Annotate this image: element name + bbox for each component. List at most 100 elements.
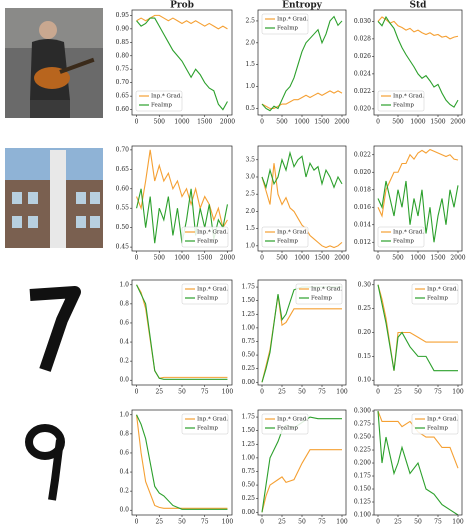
x-tick-label: 0 [135, 519, 139, 526]
x-tick-label: 1000 [294, 255, 309, 262]
x-tick-label: 100 [222, 519, 234, 526]
y-tick-label: 0.2 [119, 488, 129, 495]
legend-label: Inp.* Grad. [197, 417, 228, 423]
y-tick-label: 0.75 [242, 468, 256, 475]
x-tick-label: 2000 [334, 119, 349, 126]
legend-label: Inp.* Grad. [393, 230, 424, 236]
y-tick-label: 1.0 [119, 281, 129, 288]
line-series [377, 410, 459, 469]
line-series [136, 149, 228, 230]
x-tick-label: 100 [336, 519, 348, 526]
x-tick-label: 2000 [220, 255, 235, 262]
y-tick-label: 0.020 [354, 105, 371, 112]
x-tick-label: 100 [336, 389, 348, 396]
x-tick-label: 0 [135, 389, 139, 396]
axes-frame [131, 9, 233, 116]
x-tick-label: 500 [392, 119, 404, 126]
y-tick-label: 0.60 [116, 106, 130, 113]
digit-seven [5, 280, 100, 385]
y-tick-label: 0.55 [116, 205, 130, 212]
line-series [377, 180, 459, 243]
y-tick-label: 0.8 [119, 430, 129, 437]
x-tick-label: 1000 [174, 255, 189, 262]
y-tick-label: 0.50 [242, 352, 256, 359]
x-tick-label: 2000 [450, 119, 465, 126]
line-series [377, 284, 458, 371]
plot-area [377, 284, 458, 372]
line-series [261, 150, 343, 190]
line-series [136, 284, 228, 379]
line-series [377, 16, 459, 40]
x-tick-label: 2000 [450, 255, 465, 262]
y-tick-label: 1.75 [242, 284, 256, 291]
legend-label: Inp.* Grad. [427, 417, 458, 423]
y-tick-label: 0.60 [116, 185, 130, 192]
y-tick-label: 1.0 [245, 83, 255, 90]
x-tick-label: 25 [394, 389, 402, 396]
axes-frame [373, 145, 463, 252]
y-tick-label: 0.75 [242, 338, 256, 345]
y-tick-label: 2.0 [245, 39, 255, 46]
y-tick-label: 0.0 [119, 377, 129, 384]
x-tick-label: 25 [278, 519, 286, 526]
line-series [136, 17, 228, 111]
y-tick-label: 0.0 [119, 507, 129, 514]
y-tick-label: 0.5 [245, 105, 255, 112]
line-series [136, 14, 228, 30]
y-tick-label: 0.25 [358, 305, 372, 312]
x-tick-label: 50 [414, 519, 422, 526]
y-tick-label: 1.50 [242, 427, 256, 434]
y-tick-label: 0.016 [354, 204, 371, 211]
y-tick-label: 0.200 [354, 460, 371, 467]
line-series [136, 284, 228, 380]
x-tick-label: 75 [434, 519, 442, 526]
line-series [135, 414, 228, 509]
y-tick-label: 1.75 [242, 414, 256, 421]
x-tick-label: 50 [298, 389, 306, 396]
axes-frame [257, 279, 347, 386]
chart-title: Entropy [282, 1, 323, 11]
y-tick-label: 0.175 [354, 473, 371, 480]
plot-area [135, 414, 228, 510]
axes-frame [131, 409, 233, 516]
x-tick-label: 25 [394, 519, 402, 526]
plot-area [261, 15, 343, 112]
y-tick-label: 1.0 [245, 242, 255, 249]
x-tick-label: 500 [392, 255, 404, 262]
axes-frame [257, 145, 347, 252]
line-series [377, 410, 459, 515]
legend-label: FeaImp [277, 26, 298, 32]
y-tick-label: 0.80 [116, 52, 130, 59]
x-tick-label: 1500 [314, 255, 329, 262]
x-tick-label: 0 [376, 389, 380, 396]
line-series [261, 295, 342, 383]
x-tick-label: 75 [201, 389, 209, 396]
y-tick-label: 2.5 [245, 17, 255, 24]
x-tick-label: 50 [414, 389, 422, 396]
y-tick-label: 3.0 [245, 173, 255, 180]
x-tick-label: 75 [318, 389, 326, 396]
x-tick-label: 75 [201, 519, 209, 526]
chart-title: Prob [170, 1, 194, 11]
x-tick-label: 100 [452, 519, 464, 526]
y-tick-label: 0.014 [354, 221, 371, 228]
y-tick-label: 0.8 [119, 300, 129, 307]
legend-label: FeaImp [151, 103, 172, 109]
line-series [261, 15, 343, 112]
y-tick-label: 1.5 [245, 225, 255, 232]
y-tick-label: 0.45 [116, 244, 130, 251]
x-tick-label: 1500 [430, 119, 445, 126]
x-tick-label: 100 [222, 389, 234, 396]
x-tick-label: 75 [434, 389, 442, 396]
x-tick-label: 1500 [197, 255, 212, 262]
x-tick-label: 500 [154, 119, 166, 126]
y-tick-label: 0.25 [242, 495, 256, 502]
y-tick-label: 1.25 [242, 441, 256, 448]
legend-label: Inp.* Grad. [393, 94, 424, 100]
y-tick-label: 0.10 [358, 377, 372, 384]
plot-area [136, 14, 228, 111]
x-tick-label: 1000 [174, 119, 189, 126]
legend-label: FeaImp [427, 296, 448, 302]
y-tick-label: 0.15 [358, 353, 372, 360]
legend-label: Inp.* Grad. [277, 417, 308, 423]
